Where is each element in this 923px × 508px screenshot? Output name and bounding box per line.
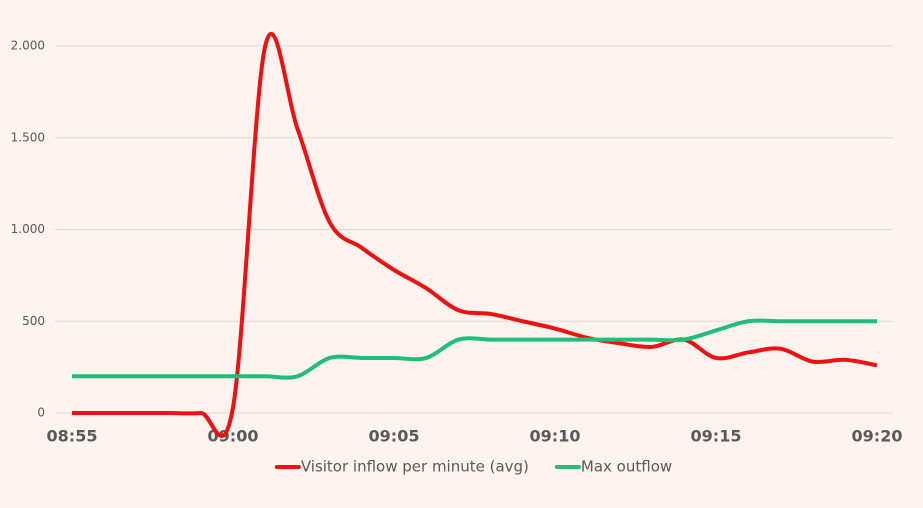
legend: Visitor inflow per minute (avg) Max outfl… — [274, 458, 672, 476]
legend-label: Visitor inflow per minute (avg) — [301, 458, 529, 476]
line-series — [71, 32, 878, 438]
y-tick-label: 500 — [22, 314, 45, 328]
y-tick-label: 0 — [37, 406, 45, 420]
x-tick-label: 09:15 — [691, 427, 742, 446]
x-tick-label: 09:05 — [369, 427, 420, 446]
legend-label: Max outflow — [581, 458, 672, 476]
y-tick-label: 1.000 — [11, 222, 45, 236]
x-tick-label: 08:55 — [47, 427, 98, 446]
x-tick-label: 09:10 — [530, 427, 581, 446]
x-tick-label: 09:20 — [852, 427, 903, 446]
y-tick-label: 1.500 — [11, 130, 45, 144]
line-series — [71, 318, 877, 380]
x-tick-label: 09:00 — [208, 427, 259, 446]
y-tick-label: 2.000 — [11, 39, 45, 53]
